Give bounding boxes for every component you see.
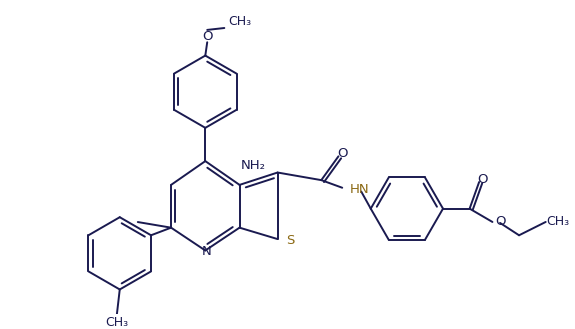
- Text: HN: HN: [350, 183, 370, 196]
- Text: NH₂: NH₂: [240, 159, 265, 172]
- Text: N: N: [201, 245, 211, 258]
- Text: O: O: [337, 147, 347, 160]
- Text: S: S: [286, 234, 294, 246]
- Text: CH₃: CH₃: [228, 15, 251, 28]
- Text: CH₃: CH₃: [546, 215, 570, 228]
- Text: O: O: [478, 173, 488, 186]
- Text: O: O: [495, 215, 506, 228]
- Text: CH₃: CH₃: [105, 316, 128, 329]
- Text: O: O: [202, 30, 213, 43]
